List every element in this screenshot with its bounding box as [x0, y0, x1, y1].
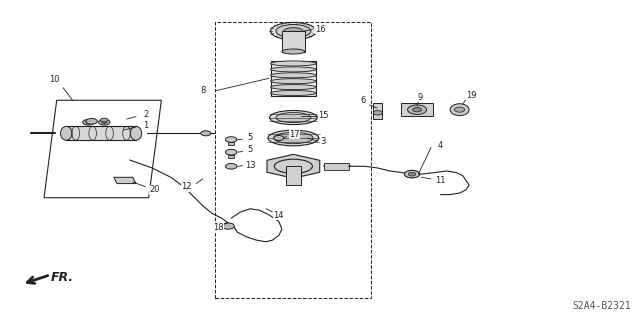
Text: 18: 18 — [213, 223, 224, 232]
Polygon shape — [114, 177, 136, 184]
Text: 19: 19 — [466, 91, 476, 100]
Text: 12: 12 — [182, 182, 192, 191]
Text: 13: 13 — [245, 161, 255, 170]
Ellipse shape — [271, 79, 316, 84]
Circle shape — [86, 118, 97, 124]
Circle shape — [454, 107, 465, 112]
Text: S2A4-B2321: S2A4-B2321 — [572, 301, 631, 311]
Circle shape — [86, 121, 91, 124]
Circle shape — [99, 119, 110, 125]
Ellipse shape — [271, 61, 316, 66]
Circle shape — [83, 119, 94, 125]
Bar — [373, 103, 382, 119]
Text: 4: 4 — [438, 141, 443, 150]
Circle shape — [373, 111, 382, 115]
Ellipse shape — [274, 132, 313, 144]
Text: 10: 10 — [49, 75, 60, 84]
Ellipse shape — [61, 126, 72, 140]
Circle shape — [413, 108, 422, 112]
Text: 17: 17 — [289, 130, 300, 139]
Ellipse shape — [271, 67, 316, 72]
Text: 2: 2 — [143, 110, 148, 119]
Text: 11: 11 — [435, 176, 446, 185]
Text: 3: 3 — [321, 137, 326, 146]
Circle shape — [404, 170, 420, 178]
Polygon shape — [267, 154, 320, 178]
Circle shape — [274, 135, 284, 140]
Circle shape — [225, 137, 237, 142]
Circle shape — [225, 164, 237, 169]
Circle shape — [201, 131, 211, 136]
Circle shape — [102, 121, 107, 124]
Text: 5: 5 — [248, 133, 253, 142]
Ellipse shape — [276, 113, 311, 123]
Bar — [285, 166, 301, 185]
Ellipse shape — [271, 84, 316, 90]
Bar — [282, 31, 305, 52]
Ellipse shape — [271, 73, 316, 78]
Ellipse shape — [269, 110, 317, 124]
Bar — [271, 61, 316, 96]
Ellipse shape — [271, 91, 316, 96]
Circle shape — [221, 223, 234, 229]
Ellipse shape — [271, 22, 316, 40]
Text: 6: 6 — [360, 96, 366, 105]
Text: 9: 9 — [418, 92, 423, 102]
Ellipse shape — [450, 104, 469, 116]
Text: 15: 15 — [318, 111, 328, 120]
Text: 8: 8 — [200, 86, 206, 95]
Text: 5: 5 — [248, 145, 253, 155]
Text: 14: 14 — [273, 211, 284, 220]
Text: FR.: FR. — [51, 271, 74, 284]
Bar — [66, 126, 136, 140]
Ellipse shape — [282, 49, 305, 54]
Ellipse shape — [284, 28, 303, 35]
Circle shape — [408, 105, 427, 115]
Text: 20: 20 — [150, 185, 160, 194]
Ellipse shape — [276, 24, 311, 38]
Bar — [324, 163, 349, 170]
Polygon shape — [401, 103, 433, 116]
Circle shape — [225, 149, 237, 155]
Text: 16: 16 — [315, 25, 325, 34]
Circle shape — [408, 172, 416, 176]
Text: 1: 1 — [143, 121, 148, 130]
Bar — [228, 142, 234, 145]
Ellipse shape — [268, 130, 319, 146]
Bar — [228, 155, 234, 158]
Bar — [215, 22, 371, 298]
Circle shape — [100, 118, 108, 122]
Ellipse shape — [131, 126, 141, 140]
